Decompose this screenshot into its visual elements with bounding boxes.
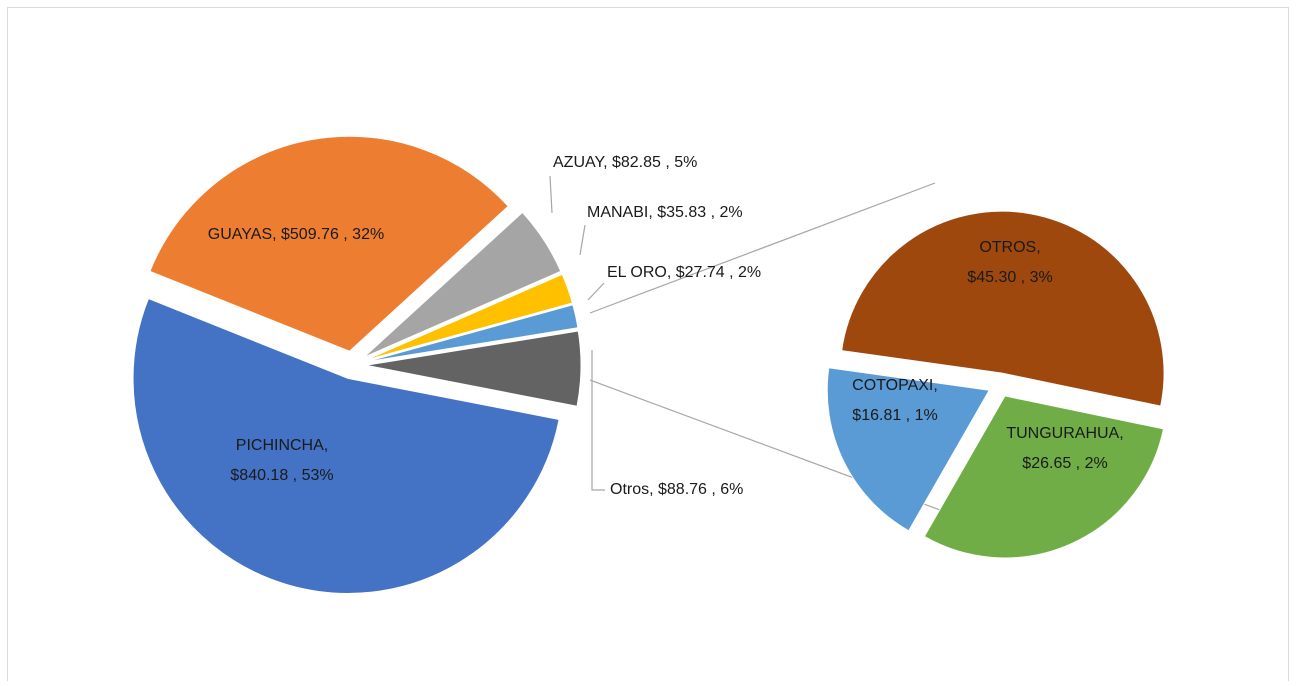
pie-slice: [149, 135, 509, 352]
pie-slice: [841, 210, 1165, 407]
pie-slice: [364, 273, 574, 361]
leader-line: [587, 282, 605, 301]
data-label: GUAYAS, $509.76 , 32%: [208, 226, 384, 243]
data-label: PICHINCHA,: [236, 437, 328, 454]
data-label: OTROS,: [979, 239, 1040, 256]
data-label: $45.30 , 3%: [967, 269, 1052, 286]
leader-line: [591, 350, 605, 491]
pie-slice: [365, 304, 579, 363]
data-label: COTOPAXI,: [852, 377, 938, 394]
pie-slice: [363, 211, 562, 358]
connector-line: [589, 182, 936, 314]
pie-slice: [923, 395, 1165, 559]
data-label: MANABI, $35.83 , 2%: [587, 204, 743, 221]
data-label: $840.18 , 53%: [230, 467, 333, 484]
pie-slice: [826, 367, 991, 532]
data-label: EL ORO, $27.74 , 2%: [607, 264, 761, 281]
data-label: $26.65 , 2%: [1022, 455, 1107, 472]
pie-slice: [132, 297, 560, 594]
data-label: TUNGURAHUA,: [1006, 425, 1123, 442]
data-label: Otros, $88.76 , 6%: [610, 481, 743, 498]
data-label: AZUAY, $82.85 , 5%: [553, 154, 697, 171]
leader-line: [579, 224, 586, 256]
leader-line: [549, 175, 553, 214]
pie-slice: [365, 330, 582, 407]
data-label: $16.81 , 1%: [852, 407, 937, 424]
